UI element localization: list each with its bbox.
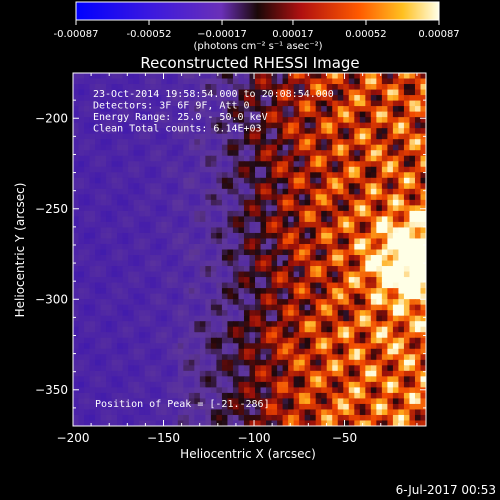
x-tick-label: −200 [57, 431, 90, 445]
x-tick-label: −150 [147, 431, 180, 445]
heatmap-image [73, 73, 426, 426]
x-axis-label: Heliocentric X (arcsec) [180, 447, 316, 461]
info-line: Detectors: 3F 6F 9F, Att 0 [93, 101, 250, 112]
colorbar-tick-label: -0.00087 [54, 29, 99, 40]
info-line: Clean Total counts: 6.14E+03 [93, 124, 262, 135]
chart-title: Reconstructed RHESSI Image [140, 54, 359, 72]
peak-position-label: Position of Peak = [-21.-286] [95, 399, 270, 410]
y-tick-label: −300 [35, 292, 68, 306]
colorbar-tick-label: 0.00087 [418, 29, 459, 40]
y-tick-label: −350 [35, 383, 68, 397]
x-tick-label: −50 [332, 431, 357, 445]
info-line: 23-Oct-2014 19:58:54.000 to 20:08:54.000 [93, 89, 334, 100]
info-line: Energy Range: 25.0 - 50.0 keV [93, 112, 268, 123]
colorbar-ticks: -0.00087 -0.00052 −0.00017 0.00017 0.00052 0.… [54, 20, 460, 40]
colorbar [75, 1, 440, 21]
colorbar-tick-label: 0.00052 [345, 29, 386, 40]
colorbar-tick-label: -0.00052 [127, 29, 172, 40]
observation-info: 23-Oct-2014 19:58:54.000 to 20:08:54.000… [93, 89, 334, 135]
plot-frame [72, 72, 427, 427]
axes: −200 −150 −100 −50 −200 −250 −300 −350 [35, 73, 426, 445]
x-tick-label: −100 [238, 431, 271, 445]
colorbar-tick-label: −0.00017 [197, 29, 247, 40]
y-axis-label: Heliocentric Y (arcsec) [13, 183, 27, 318]
colorbar-unit-label: (photons cm⁻² s⁻¹ asec⁻²) [193, 41, 322, 52]
y-tick-label: −250 [35, 202, 68, 216]
colorbar-tick-label: 0.00017 [272, 29, 313, 40]
y-tick-label: −200 [35, 111, 68, 125]
footer-date: 6-Jul-2017 00:53 [396, 483, 496, 497]
